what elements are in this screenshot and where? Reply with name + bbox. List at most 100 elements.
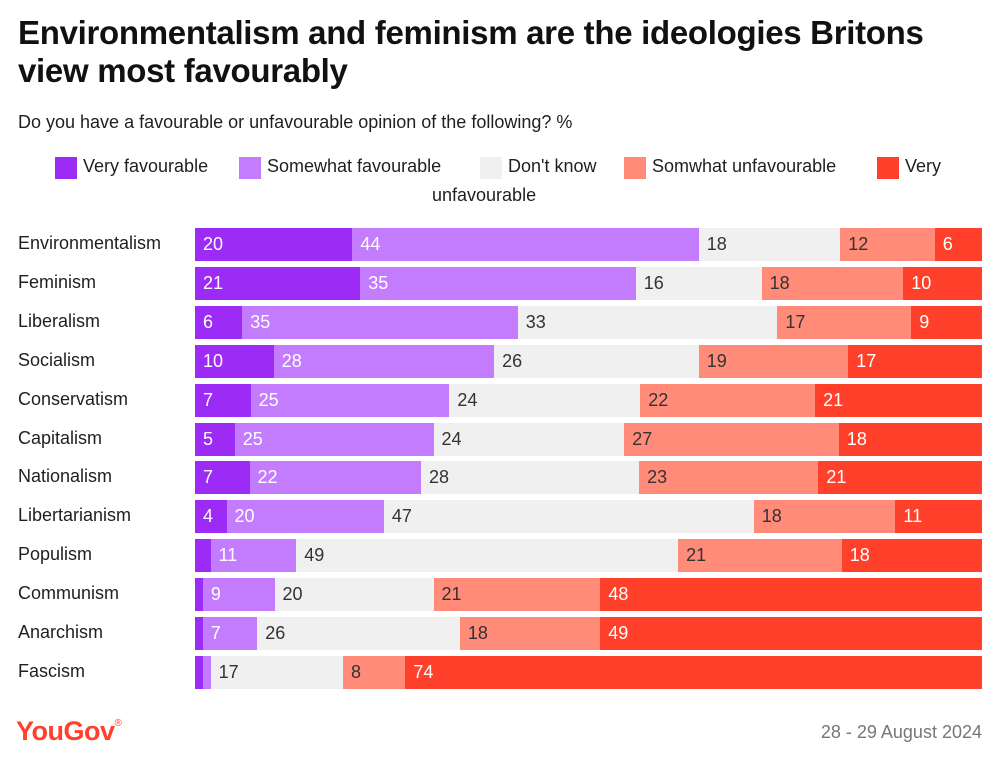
legend-label-somewhat-unfavourable: Somwhat unfavourable: [652, 156, 837, 176]
data-label: 35: [250, 312, 271, 332]
data-label: 18: [761, 506, 782, 526]
bar-segment-very-favourable: [195, 617, 204, 650]
bar-segment-very-unfavourable: [841, 539, 983, 572]
data-label: 9: [919, 312, 930, 332]
logo-text: YouGov: [16, 716, 115, 746]
legend-label-somewhat-favourable: Somewhat favourable: [267, 156, 442, 176]
data-label: 7: [203, 390, 214, 410]
bar-segment-somewhat-unfavourable: [753, 500, 896, 533]
bar-segment-very-favourable: [195, 267, 361, 300]
data-label: 10: [203, 351, 224, 371]
bar-segment-somewhat-unfavourable: [639, 461, 819, 494]
legend-label-very-unfavourable-continued: unfavourable: [432, 185, 537, 205]
bar-segment-very-unfavourable: [600, 578, 983, 611]
survey-date: 28 - 29 August 2024: [820, 722, 982, 742]
bar-segment-dont-know: [383, 500, 755, 533]
category-label: Socialism: [18, 350, 96, 370]
data-label: 25: [242, 429, 263, 449]
category-label: Liberalism: [18, 311, 101, 331]
data-label: 44: [360, 234, 381, 254]
bar-segment-somewhat-favourable: [360, 267, 637, 300]
bar-segment-dont-know: [517, 306, 778, 339]
data-label: 21: [826, 467, 847, 487]
bar-segment-very-favourable: [195, 384, 251, 417]
data-label: 47: [391, 506, 412, 526]
legend-label-very-unfavourable: Very: [905, 156, 942, 176]
bar-segment-somewhat-favourable: [202, 656, 211, 689]
legend: Very favourable Somewhat favourable Don'…: [0, 152, 1000, 212]
data-label: 26: [502, 351, 523, 371]
data-label: 21: [823, 390, 844, 410]
data-label: 17: [856, 351, 877, 371]
data-label: 35: [368, 273, 389, 293]
bar-segment-somewhat-unfavourable: [698, 345, 849, 378]
legend-label-very-favourable: Very favourable: [83, 156, 209, 176]
data-label: 25: [258, 390, 279, 410]
bar-segment-very-favourable: [195, 500, 227, 533]
legend-swatch-somewhat-unfavourable: [624, 157, 646, 179]
data-label: 11: [218, 545, 238, 565]
category-label: Nationalism: [18, 466, 113, 486]
bar-segment-somewhat-unfavourable: [761, 267, 904, 300]
bar-segment-somewhat-unfavourable: [459, 617, 601, 650]
yougov-logo: YouGov®: [16, 716, 122, 747]
category-label: Communism: [18, 583, 120, 603]
bar-segment-very-unfavourable: [848, 345, 983, 378]
data-label: 18: [849, 545, 870, 565]
category-label: Libertarianism: [18, 505, 132, 525]
data-label: 19: [706, 351, 727, 371]
data-label: 21: [686, 545, 707, 565]
data-label: 7: [203, 467, 214, 487]
legend-swatch-very-unfavourable: [877, 157, 899, 179]
bar-segment-very-unfavourable: [895, 500, 983, 533]
bar-segment-somewhat-favourable: [210, 539, 297, 572]
data-label: 18: [846, 429, 867, 449]
data-label: 33: [525, 312, 546, 332]
data-label: 21: [441, 584, 462, 604]
chart-title: Environmentalism and feminism are the id…: [18, 14, 924, 89]
bar-segment-dont-know: [296, 539, 679, 572]
bar-segment-somewhat-unfavourable: [433, 578, 601, 611]
data-label: 28: [429, 467, 450, 487]
data-label: 18: [706, 234, 727, 254]
data-label: 6: [942, 234, 953, 254]
data-label: 11: [903, 506, 923, 526]
bar-segment-very-unfavourable: [405, 656, 983, 689]
data-label: 10: [911, 273, 932, 293]
bar-segment-somewhat-favourable: [352, 228, 700, 261]
data-label: 24: [457, 390, 478, 410]
category-label: Populism: [18, 544, 93, 564]
legend-swatch-somewhat-favourable: [239, 157, 261, 179]
bar-segment-dont-know: [257, 617, 461, 650]
data-label: 22: [257, 467, 278, 487]
data-label: 17: [785, 312, 806, 332]
bar-segment-somewhat-unfavourable: [343, 656, 406, 689]
category-label: Conservatism: [18, 389, 129, 409]
category-label: Feminism: [18, 272, 97, 292]
legend-swatch-dont-know: [480, 157, 502, 179]
data-label: 49: [608, 623, 629, 643]
bar-segment-very-unfavourable: [911, 306, 983, 339]
bar-segment-dont-know: [698, 228, 841, 261]
bar-segment-somewhat-favourable: [234, 423, 434, 456]
data-label: 18: [769, 273, 790, 293]
bar-segment-very-unfavourable: [838, 423, 983, 456]
data-label: 17: [218, 662, 239, 682]
bar-segment-somewhat-unfavourable: [777, 306, 912, 339]
data-label: 12: [848, 234, 869, 254]
data-label: 48: [608, 584, 629, 604]
bar-segment-very-unfavourable: [600, 617, 983, 650]
data-label: 24: [441, 429, 462, 449]
data-label: 22: [648, 390, 669, 410]
bar-segment-very-favourable: [195, 306, 243, 339]
bar-segment-dont-know: [274, 578, 434, 611]
bar-segment-very-favourable: [195, 656, 204, 689]
bar-segment-dont-know: [494, 345, 700, 378]
bar-segment-somewhat-favourable: [202, 578, 275, 611]
data-label: 20: [203, 234, 224, 254]
category-label: Environmentalism: [18, 233, 162, 253]
data-label: 4: [203, 506, 214, 526]
bar-segment-somewhat-favourable: [249, 461, 422, 494]
legend-label-dont-know: Don't know: [508, 156, 597, 176]
